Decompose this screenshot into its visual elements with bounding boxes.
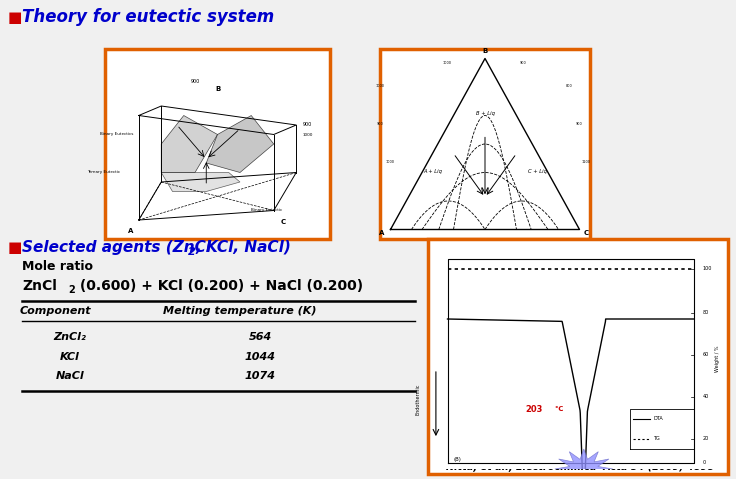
Text: 20: 20: [703, 436, 709, 442]
Text: Component: Component: [19, 306, 91, 316]
Text: KCl: KCl: [60, 352, 80, 362]
Text: 1074: 1074: [244, 371, 275, 381]
Text: 800: 800: [566, 84, 573, 88]
Text: 80: 80: [703, 310, 709, 316]
Text: Theory for eutectic system: Theory for eutectic system: [22, 8, 275, 26]
Text: 900: 900: [520, 61, 526, 65]
Text: Binary Eutectic: Binary Eutectic: [251, 208, 283, 213]
Text: Selected agents (ZnCl: Selected agents (ZnCl: [22, 240, 211, 254]
Text: ℃: ℃: [555, 406, 563, 412]
Text: 900: 900: [377, 122, 383, 126]
Text: (B): (B): [453, 456, 461, 461]
Text: Mole ratio: Mole ratio: [22, 261, 93, 274]
Text: 900: 900: [303, 123, 312, 127]
Text: 2: 2: [68, 285, 75, 295]
Text: A: A: [380, 230, 385, 236]
Text: C + Liq: C + Liq: [528, 169, 547, 173]
Text: 1044: 1044: [244, 352, 275, 362]
Text: ■: ■: [8, 240, 22, 254]
Text: TG: TG: [654, 436, 660, 442]
Polygon shape: [161, 172, 240, 192]
Text: 564: 564: [248, 332, 272, 342]
Text: C: C: [280, 219, 286, 225]
Text: 900: 900: [191, 79, 199, 84]
Text: (0.600) + KCl (0.200) + NaCl (0.200): (0.600) + KCl (0.200) + NaCl (0.200): [75, 279, 363, 293]
Text: 1000: 1000: [303, 133, 314, 137]
Polygon shape: [161, 115, 218, 172]
Text: A: A: [127, 228, 133, 234]
Text: 2: 2: [188, 247, 196, 257]
Text: C: C: [583, 230, 588, 236]
Polygon shape: [555, 449, 613, 479]
Bar: [105, 49, 330, 239]
Bar: [380, 49, 590, 239]
Text: DTA: DTA: [654, 417, 663, 422]
Text: Endothermic: Endothermic: [416, 383, 421, 415]
Text: Melting temperature (K): Melting temperature (K): [163, 306, 316, 316]
Text: 1000: 1000: [375, 84, 384, 88]
Polygon shape: [206, 115, 274, 172]
Text: A + Liq: A + Liq: [423, 169, 442, 173]
Text: 1000: 1000: [386, 160, 395, 164]
Text: 0: 0: [703, 460, 706, 466]
Text: 40: 40: [703, 395, 709, 399]
Text: B + Liq: B + Liq: [475, 112, 495, 116]
Text: Weight / %: Weight / %: [715, 346, 720, 372]
Text: NaCl: NaCl: [56, 371, 85, 381]
Text: ZnCl: ZnCl: [22, 279, 57, 293]
Text: ■: ■: [8, 10, 22, 24]
Text: 60: 60: [703, 353, 709, 357]
Text: B: B: [482, 48, 488, 54]
Text: Binary Eutectics: Binary Eutectics: [101, 133, 134, 137]
Text: 1100: 1100: [581, 160, 590, 164]
Text: ZnCl₂: ZnCl₂: [54, 332, 86, 342]
Text: 100: 100: [703, 266, 712, 272]
Bar: [428, 239, 728, 474]
Text: B: B: [215, 86, 220, 92]
Text: 1000: 1000: [442, 61, 452, 65]
Text: 203: 203: [526, 404, 543, 413]
Text: 900: 900: [576, 122, 583, 126]
Text: Ternary Eutectic: Ternary Eutectic: [87, 171, 120, 174]
Text: Nitta, et al., Electrochimica  Acta 54 (2009) 4898: Nitta, et al., Electrochimica Acta 54 (2…: [446, 462, 714, 472]
Text: , KCl, NaCl): , KCl, NaCl): [196, 240, 292, 254]
